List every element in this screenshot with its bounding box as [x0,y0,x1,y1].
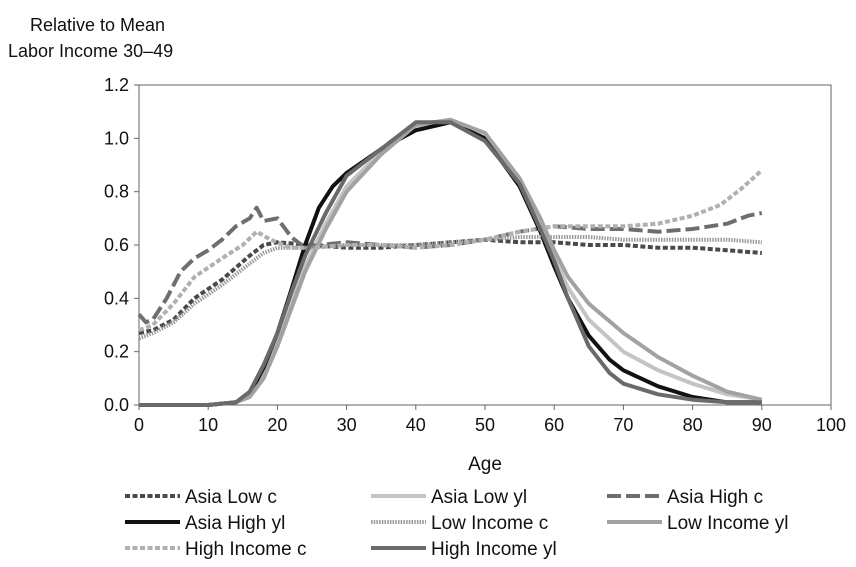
x-tick-label: 0 [134,415,144,435]
series-lines [137,117,764,407]
x-tick-label: 50 [475,415,495,435]
legend-label-4: Low Income c [431,513,548,534]
series-line-4 [138,235,762,341]
y-axis-label-line1: Relative to Mean [30,15,166,35]
y-tick-label: 0.8 [104,182,129,202]
x-tick-label: 20 [267,415,287,435]
series-line-2 [137,205,763,325]
y-tick-label: 0.0 [104,395,129,415]
series-line-0 [138,237,762,335]
y-tick-label: 0.6 [104,235,129,255]
legend-label-0: Asia Low c [185,487,277,508]
legend-label-3: Asia High yl [185,513,285,534]
y-axis-label-line2: Labor Income 30–49 [8,41,174,61]
legend-label-2: Asia High c [667,487,763,508]
series-line-7 [139,120,762,407]
x-tick-label: 80 [683,415,703,435]
x-axis-ticks: 0 10 20 30 40 50 60 70 80 90 100 [134,405,846,435]
x-tick-label: 40 [406,415,426,435]
series-line-5 [139,117,763,407]
x-tick-label: 70 [613,415,633,435]
x-tick-label: 10 [198,415,218,435]
x-axis-label: Age [468,454,502,475]
legend-label-7: High Income yl [431,539,557,560]
y-tick-label: 0.4 [104,288,129,308]
legend: Asia Low c Asia Low yl Asia High c Asia Hig… [125,487,788,560]
x-tick-label: 100 [816,415,846,435]
x-tick-label: 90 [752,415,772,435]
y-tick-label: 0.2 [104,342,129,362]
legend-label-1: Asia Low yl [431,487,527,508]
y-tick-label: 1.2 [104,75,129,95]
y-axis-ticks: 0.0 0.2 0.4 0.6 0.8 1.0 1.2 [104,75,139,415]
series-line-6 [138,168,764,333]
y-tick-label: 1.0 [104,128,129,148]
x-tick-label: 60 [544,415,564,435]
legend-label-5: Low Income yl [667,513,788,534]
x-tick-label: 30 [337,415,357,435]
legend-label-6: High Income c [185,539,306,560]
